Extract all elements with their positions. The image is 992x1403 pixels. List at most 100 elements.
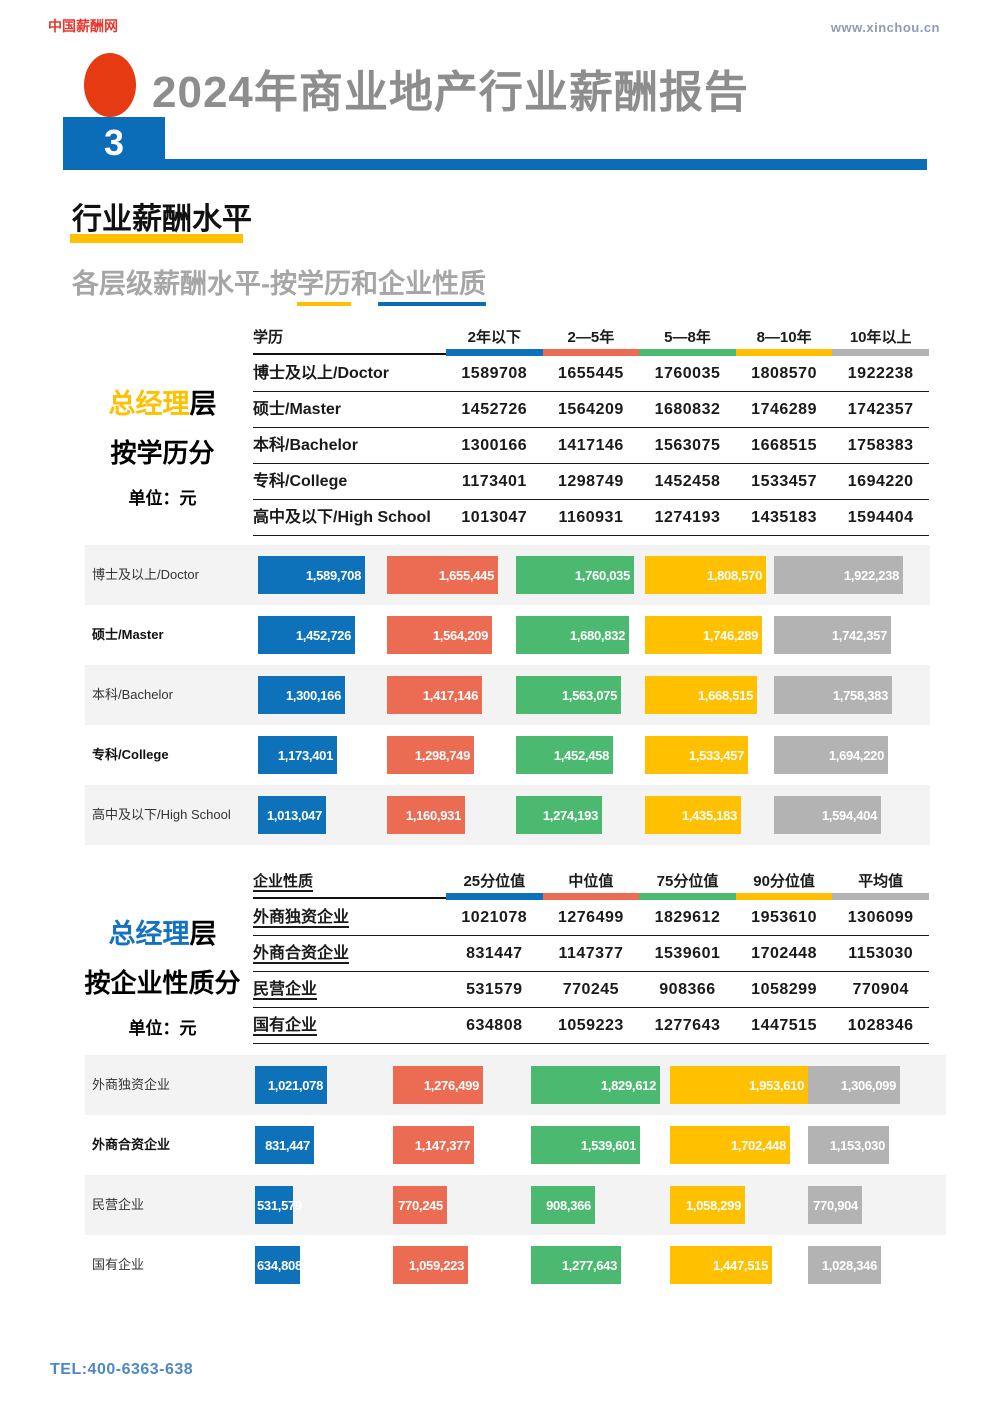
bar-25pct: 1,173,401 [258, 736, 337, 774]
bar-25pct: 831,447 [255, 1126, 314, 1164]
table-cell: 1274193 [654, 509, 721, 526]
bar-value-label: 770,245 [398, 1197, 443, 1213]
bar-value-label: 1,564,209 [432, 627, 488, 643]
bar-value-label: 531,579 [257, 1197, 302, 1213]
bar-75pct: 1,829,612 [531, 1066, 660, 1104]
black-rule [253, 897, 446, 899]
table-cell: 1452458 [654, 473, 721, 490]
bar-90pct: 1,953,610 [670, 1066, 808, 1104]
report-title: 2024年商业地产行业薪酬报告 [152, 68, 749, 117]
bar-median: 1,417,146 [387, 676, 482, 714]
table-column-header: 75分位值 [656, 873, 719, 890]
table-cell: 1746289 [751, 401, 817, 418]
bar-value-label: 1,059,223 [408, 1257, 464, 1273]
table-column-header: 平均值 [858, 873, 904, 890]
unit-label: 单位：元 [128, 1019, 197, 1038]
table-row-label: 民营企业 [253, 981, 318, 998]
bar-value-label: 1,680,832 [569, 627, 625, 643]
table-cell: 1564209 [557, 401, 624, 418]
bar-value-label: 1,589,708 [305, 567, 361, 583]
bar-value-label: 1,013,047 [266, 807, 322, 823]
strip-segment [735, 893, 833, 900]
bar-value-label: 1,276,499 [423, 1077, 479, 1093]
table-cell: 1922238 [847, 365, 914, 382]
table-cell: 1160931 [558, 509, 624, 526]
table-cell: 1668515 [751, 437, 817, 454]
chart-row-label: 本科/Bachelor [92, 687, 173, 702]
table-cell: 1533457 [751, 473, 817, 490]
table-cell: 1417146 [557, 437, 624, 454]
unit-label: 单位：元 [128, 489, 197, 508]
bar-75pct: 1,277,643 [531, 1246, 621, 1284]
side-subgroup: 按企业性质分 [84, 968, 241, 998]
table-cell: 531579 [466, 981, 523, 998]
table-header-row: 学历 2年以下 2—5年 5—8年 8—10年 10年以上 [253, 327, 929, 349]
bar-value-label: 1,702,448 [730, 1137, 786, 1153]
chart-row: 外商独资企业 1,021,078 1,276,499 1,829,612 1,953,6… [85, 1055, 946, 1115]
bar-75pct: 1,760,035 [516, 556, 634, 594]
table-row: 硕士/Master 1452726 1564209 1680832 1746289 174… [253, 392, 929, 428]
table-row: 专科/College 1173401 1298749 1452458 1533457 16… [253, 464, 929, 500]
section-title: 行业薪酬水平 [72, 203, 252, 236]
bar-75pct: 908,366 [531, 1186, 595, 1224]
table-row: 民营企业 531579 770245 908366 1058299 770904 [253, 972, 929, 1008]
bar-value-label: 1,452,458 [553, 747, 609, 763]
side-suffix: 层 [189, 389, 217, 419]
table-cell: 634808 [466, 1017, 523, 1034]
table-row: 外商独资企业 1021078 1276499 1829612 1953610 130609… [253, 900, 929, 936]
bar-value-label: 1,742,357 [831, 627, 887, 643]
table-column-header: 90分位值 [753, 873, 815, 890]
chart-row: 本科/Bachelor 1,300,166 1,417,146 1,563,075 1,… [85, 665, 930, 725]
bar-value-label: 1,533,457 [688, 747, 744, 763]
table-row-label: 国有企业 [253, 1017, 318, 1034]
strip-segment [832, 349, 929, 356]
table-cell: 1147377 [558, 945, 624, 962]
bar-90pct: 1,435,183 [645, 796, 741, 834]
bar-value-label: 1,452,726 [295, 627, 351, 643]
table-row-label: 博士及以上/Doctor [253, 365, 390, 382]
table-cell: 1702448 [751, 945, 817, 962]
table-cell: 1435183 [751, 509, 817, 526]
bar-value-label: 1,173,401 [277, 747, 333, 763]
bar-value-label: 1,021,078 [267, 1077, 323, 1093]
strip-segment [542, 893, 640, 900]
enterprise-salary-table: 企业性质 25分位值 中位值 75分位值 90分位值 平均值 外商独资企业 1021078 12… [253, 871, 929, 1044]
table-cell: 1300166 [461, 437, 528, 454]
chart-row-label: 高中及以下/High School [92, 807, 231, 822]
enterprise-salary-chart: 外商独资企业 1,021,078 1,276,499 1,829,612 1,953,6… [85, 1055, 946, 1295]
bar-value-label: 1,058,299 [685, 1197, 741, 1213]
bar-value-label: 770,904 [813, 1197, 858, 1213]
table-cell: 908366 [659, 981, 716, 998]
table-header-row: 企业性质 25分位值 中位值 75分位值 90分位值 平均值 [253, 871, 929, 893]
table-row-label: 本科/Bachelor [253, 437, 358, 454]
bar-value-label: 1,594,404 [821, 807, 877, 823]
bar-90pct: 1,447,515 [670, 1246, 772, 1284]
table-row-label: 高中及以下/High School [253, 509, 431, 526]
bar-value-label: 908,366 [546, 1197, 591, 1213]
side-highlight: 总经理 [108, 389, 190, 419]
table-cell: 1277643 [654, 1017, 721, 1034]
table-cell: 1808570 [751, 365, 817, 382]
side-subgroup: 按学历分 [110, 438, 215, 468]
side-group-title: 总经理层 [70, 382, 255, 421]
bar-75pct: 1,274,193 [516, 796, 602, 834]
bar-mean: 1,594,404 [774, 796, 881, 834]
table-body: 外商独资企业 1021078 1276499 1829612 1953610 130609… [253, 900, 929, 1044]
bar-mean: 1,922,238 [774, 556, 903, 594]
bar-mean: 1,742,357 [774, 616, 891, 654]
bar-median: 1,564,209 [387, 616, 492, 654]
chart-row: 博士及以上/Doctor 1,589,708 1,655,445 1,760,035 1… [85, 545, 930, 605]
chart-row-label: 专科/College [92, 747, 169, 762]
table-color-strip [253, 349, 929, 356]
bar-value-label: 1,274,193 [542, 807, 598, 823]
bar-25pct: 531,579 [255, 1186, 302, 1224]
bar-value-label: 1,447,515 [712, 1257, 768, 1273]
table-cell: 1452726 [461, 401, 528, 418]
subtitle-enterprise-underlined: 企业性质 [378, 269, 486, 306]
bar-value-label: 1,758,383 [832, 687, 888, 703]
bar-75pct: 1,539,601 [531, 1126, 640, 1164]
table-label-header: 企业性质 [253, 873, 314, 890]
table-cell: 1153030 [848, 945, 914, 962]
table-cell: 1021078 [461, 909, 528, 926]
education-salary-table: 学历 2年以下 2—5年 5—8年 8—10年 10年以上 博士及以上/Doctor 1589… [253, 327, 929, 536]
